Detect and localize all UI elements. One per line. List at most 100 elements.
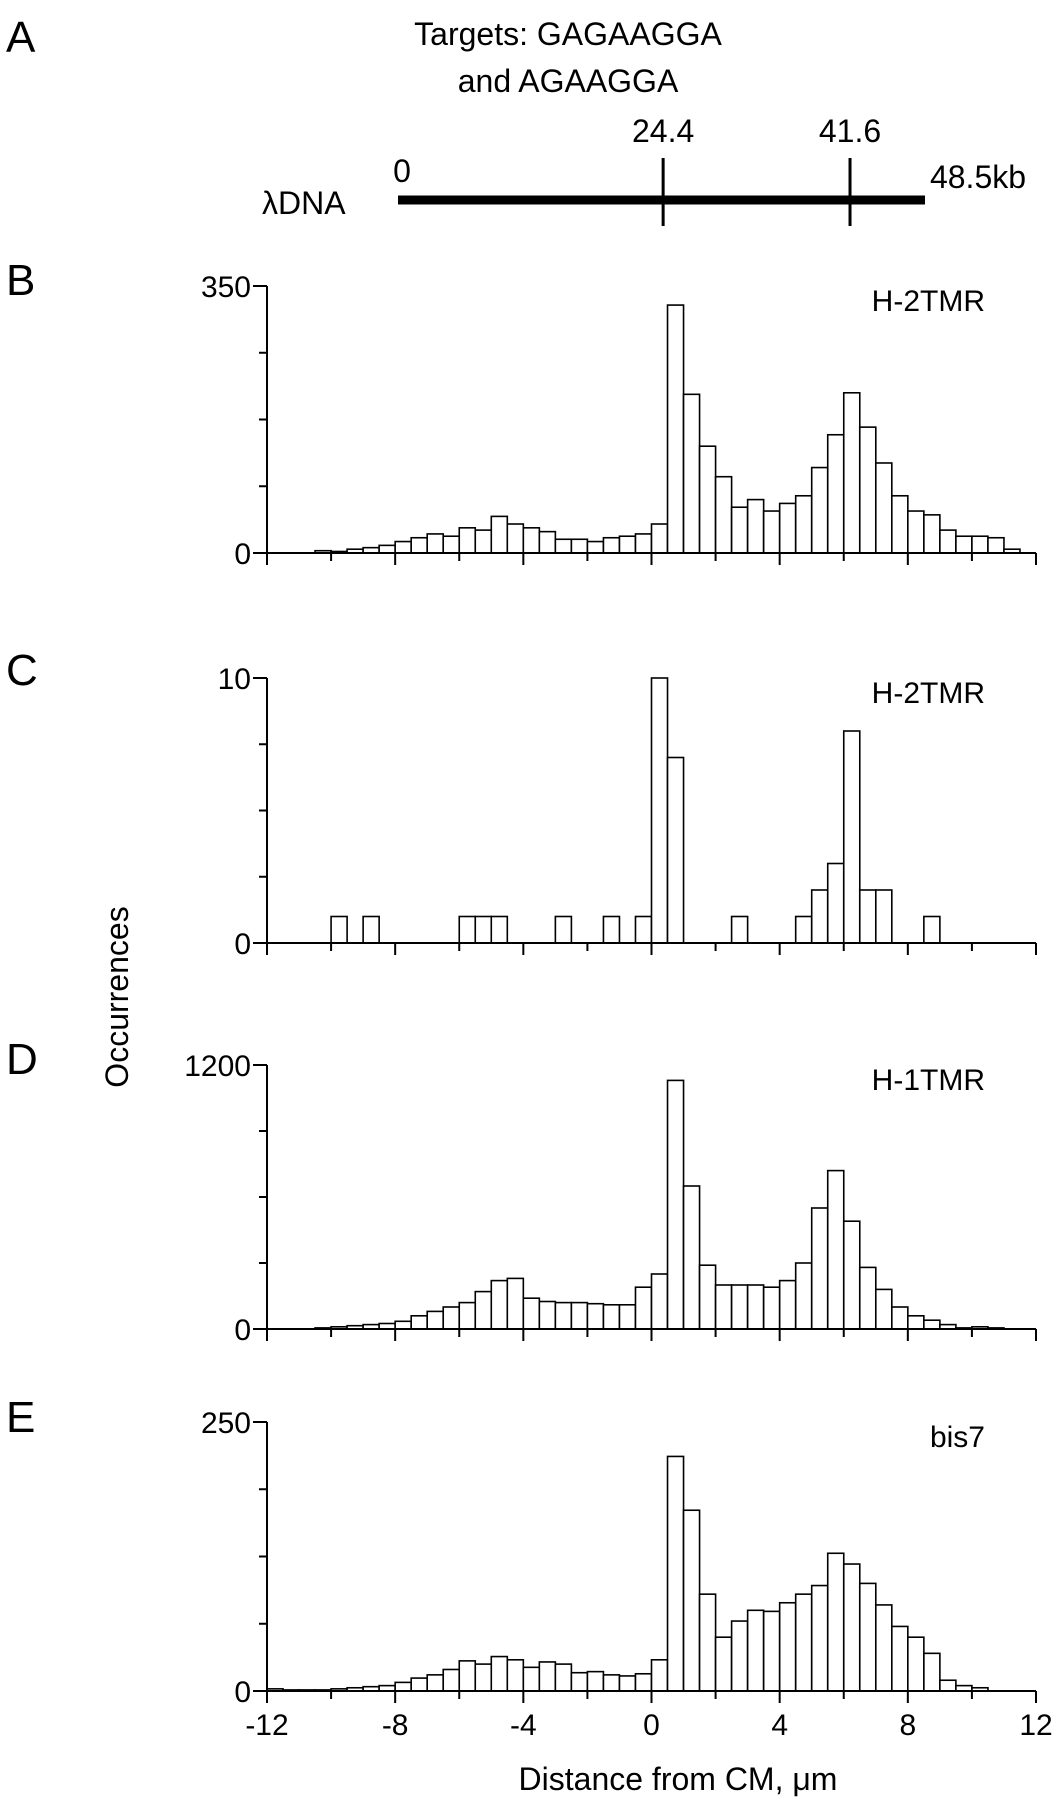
histogram-bar — [554, 1301, 573, 1330]
series-label: H-2TMR — [872, 677, 985, 710]
histogram-bar — [330, 915, 348, 944]
histogram-bar — [762, 1286, 781, 1330]
histogram-bar — [458, 527, 477, 554]
x-tick-label: -4 — [510, 1709, 537, 1742]
histogram-bar — [442, 1306, 461, 1330]
histogram-bar — [650, 677, 669, 944]
histogram-bar — [442, 1668, 461, 1692]
histogram-bar — [506, 1277, 525, 1330]
histogram-bar — [602, 915, 621, 944]
histogram-bar — [490, 915, 509, 944]
panel-letter: D — [6, 1035, 38, 1084]
histogram-bar — [842, 1563, 861, 1692]
histogram-bar — [474, 915, 493, 944]
histogram-bar — [602, 1674, 621, 1692]
histogram-bar — [474, 529, 493, 554]
targets-line-2: and AGAAGGA — [458, 63, 679, 99]
histogram-bar — [506, 523, 525, 554]
y-tick-label: 0 — [234, 928, 251, 961]
panel-e: E 0 250 bis7 — [6, 1393, 1037, 1709]
histogram-bar — [858, 1266, 877, 1330]
histogram-bar — [907, 1636, 925, 1692]
histogram-bar — [891, 1306, 909, 1330]
histogram-bar — [794, 1262, 813, 1330]
histogram-bar — [826, 1552, 845, 1692]
histogram-bar — [522, 527, 541, 554]
histogram-bar — [810, 466, 829, 554]
dna-start-label: 0 — [393, 153, 411, 189]
histogram-bar — [730, 506, 749, 554]
histogram-bar — [586, 1670, 605, 1692]
histogram-bar — [650, 1658, 669, 1692]
histogram-bar — [826, 862, 845, 944]
histogram-bar — [778, 1601, 797, 1692]
histogram-bar — [586, 1302, 605, 1330]
histogram-bar — [538, 1300, 557, 1330]
histogram-bar — [794, 494, 813, 554]
histogram-bar — [698, 1593, 717, 1692]
histogram-bar — [634, 915, 653, 944]
histogram-bar — [987, 536, 1005, 554]
x-tick-label: -8 — [382, 1709, 409, 1742]
histogram-bar — [522, 1297, 541, 1330]
histogram-bar — [858, 1582, 877, 1692]
histogram-bar — [666, 756, 685, 944]
histogram-bar — [554, 538, 573, 554]
panel-b: B 0 350 H-2TMR — [6, 256, 1037, 571]
histogram-bar — [554, 1663, 573, 1692]
histogram-bar — [858, 889, 877, 944]
y-tick-label: 1200 — [184, 1050, 251, 1083]
histogram-bar — [394, 1681, 412, 1692]
histogram-bar — [826, 1169, 845, 1330]
series-label: H-2TMR — [872, 285, 985, 318]
y-axis-label: Occurrences — [99, 906, 135, 1087]
y-tick-label: 0 — [234, 538, 251, 571]
histogram-bar — [506, 1658, 525, 1692]
histogram-bar — [522, 1666, 541, 1692]
histogram-bar — [538, 530, 557, 554]
histogram-bar — [618, 1304, 637, 1330]
histogram-bar — [474, 1290, 493, 1330]
histogram-bar — [394, 540, 412, 554]
histogram-bar — [570, 1671, 589, 1692]
histogram-bar — [682, 1185, 701, 1330]
histogram-bar — [874, 1288, 893, 1330]
series-label: bis7 — [930, 1421, 985, 1454]
histogram-bar — [794, 915, 813, 944]
histogram-bar — [554, 915, 573, 944]
histogram-bar — [426, 533, 445, 554]
histogram-bar — [394, 1320, 412, 1330]
histogram-bar — [778, 502, 797, 554]
histogram-bar — [746, 1284, 765, 1330]
panel-c: C 0 10 H-2TMR — [6, 646, 1037, 961]
histogram-bar — [842, 391, 861, 554]
histogram-bar — [730, 1284, 749, 1330]
histogram-bar — [907, 510, 925, 554]
histogram-bar — [586, 540, 605, 554]
histogram-bar — [634, 533, 653, 554]
histogram-bar — [410, 536, 429, 554]
histogram-bar — [907, 1315, 925, 1330]
histogram-bar — [923, 915, 941, 944]
histogram-bar — [634, 1672, 653, 1692]
y-tick-label: 10 — [218, 663, 251, 696]
histogram-bar — [923, 514, 941, 554]
histogram-bar — [570, 1301, 589, 1330]
histogram-bar — [426, 1674, 445, 1692]
panel-d: D 0 1200 H-1TMR — [6, 1035, 1037, 1347]
histogram-bar — [810, 889, 829, 944]
x-tick-label: 8 — [899, 1709, 916, 1742]
x-tick-label: 4 — [771, 1709, 788, 1742]
histogram-bar — [602, 536, 621, 554]
series-label: H-1TMR — [872, 1064, 985, 1097]
histogram-bar — [410, 1315, 429, 1330]
histogram-bar — [666, 1079, 685, 1330]
histogram-bar — [891, 494, 909, 554]
histogram-bar — [939, 529, 957, 554]
x-tick-label: -12 — [245, 1709, 288, 1742]
histogram-bar — [714, 1636, 733, 1692]
histogram-bar — [971, 535, 989, 554]
histogram-panels: B 0 350 H-2TMR C 0 10 H-2TMR D 0 1200 H-1TMR E 0 250 bi… — [6, 256, 1053, 1742]
histogram-bar — [826, 433, 845, 554]
